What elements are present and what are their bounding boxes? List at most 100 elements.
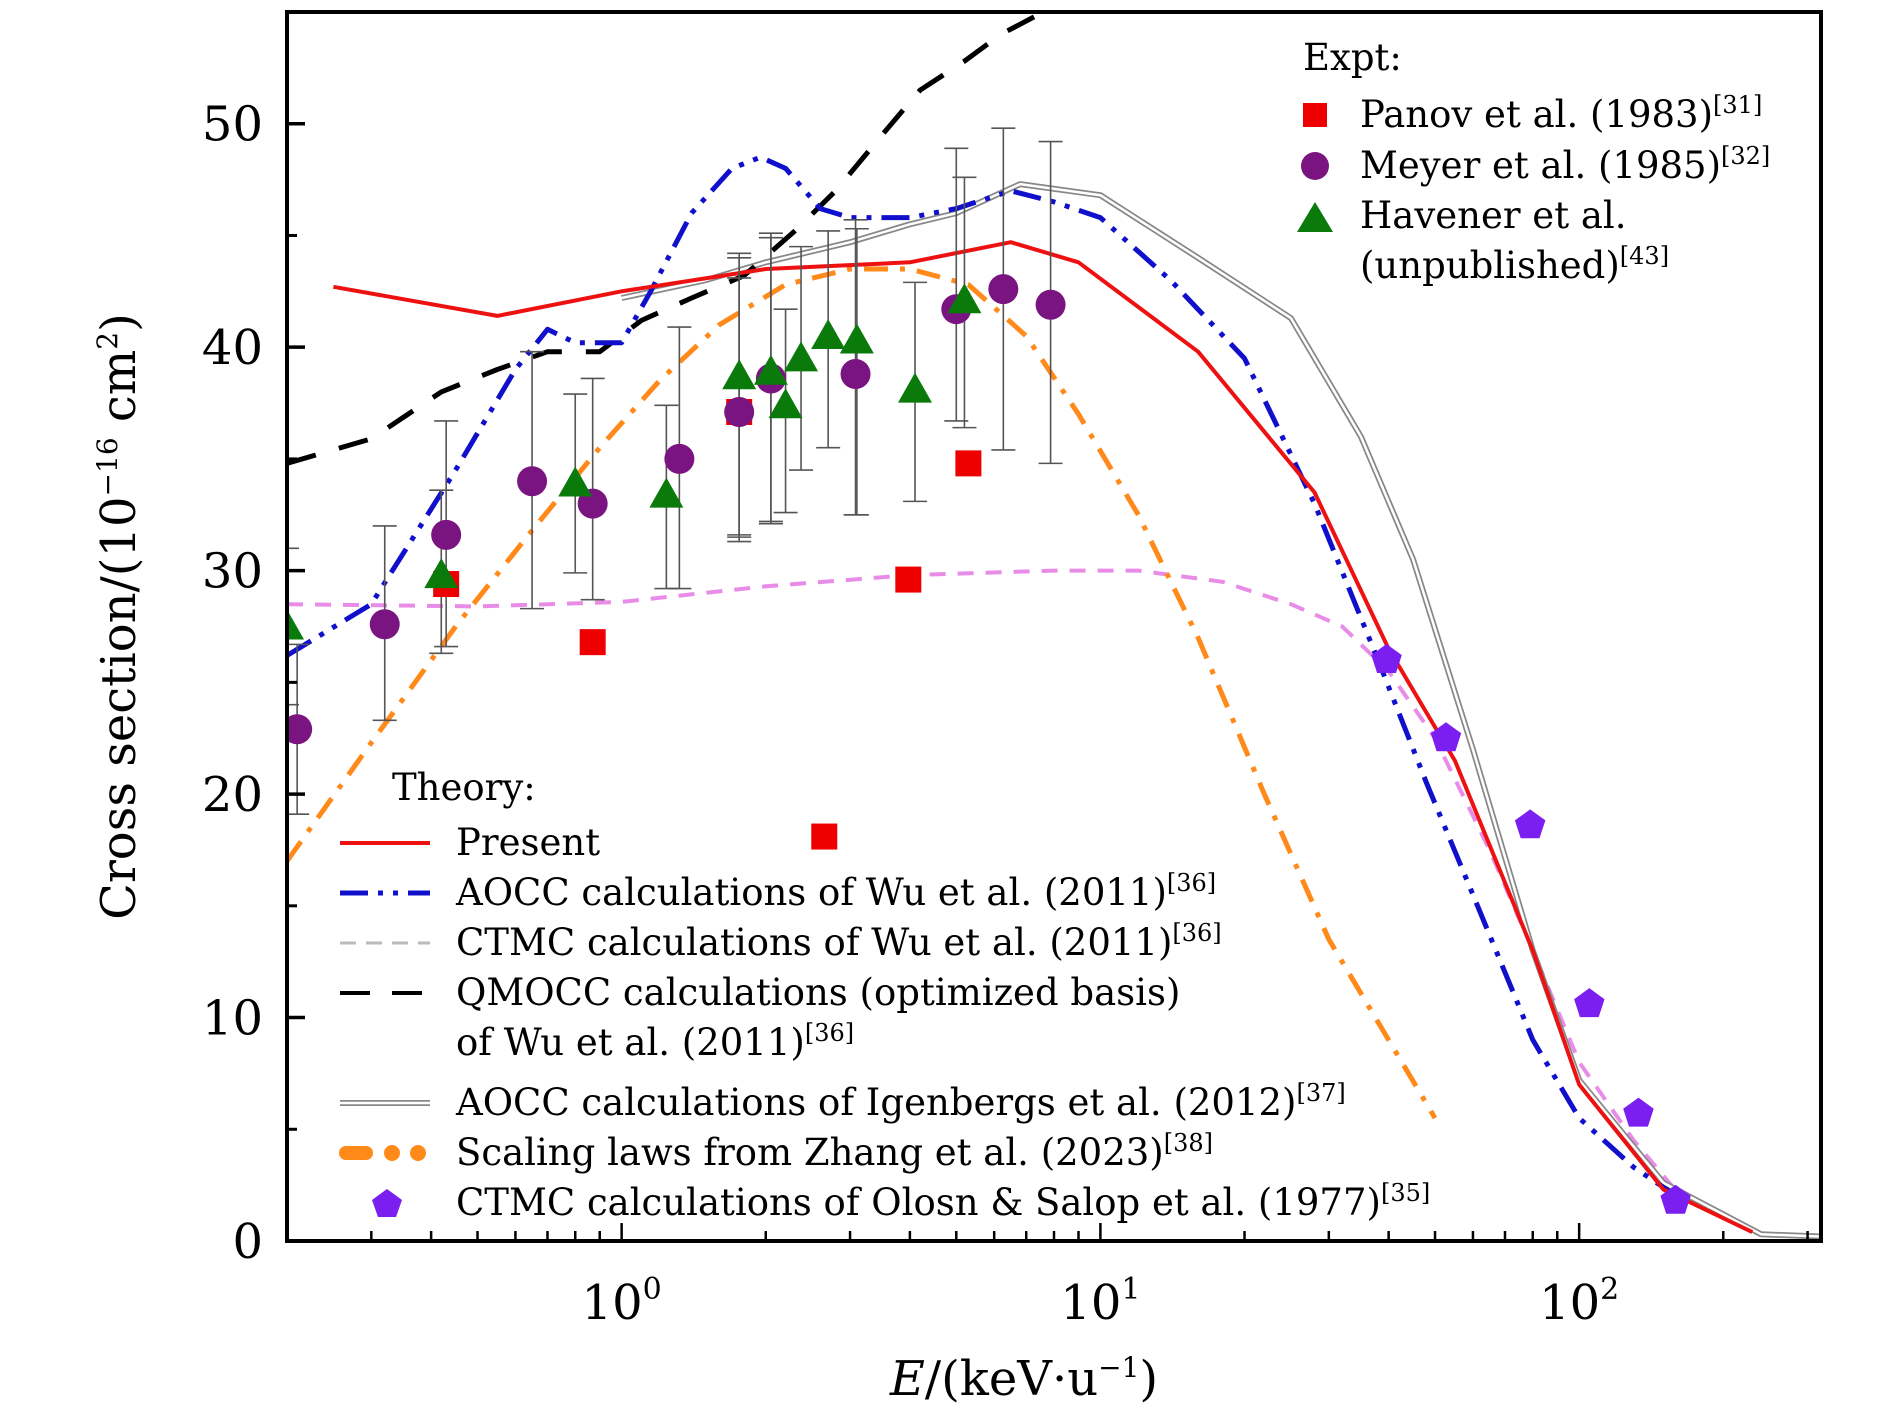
- data-point-meyer: [664, 443, 695, 474]
- x-axis-title-exp: −1: [1098, 1351, 1139, 1384]
- data-point-havener: [947, 283, 982, 314]
- data-point-havener: [811, 319, 846, 350]
- y-axis-title: Cross section/(10−16 cm2): [91, 313, 147, 920]
- data-point-havener: [558, 466, 593, 497]
- y-tick-label: 40: [202, 320, 263, 376]
- data-point-ctmc_olson: [1430, 722, 1462, 752]
- legend-label: CTMC calculations of Wu et al. (2011)[36…: [456, 919, 1222, 964]
- legend-label-text: QMOCC calculations (optimized basis): [456, 971, 1180, 1014]
- data-point-meyer: [431, 519, 462, 550]
- y-axis-title-unit: cm: [91, 350, 147, 438]
- legend-ref: [36]: [1172, 919, 1221, 947]
- legend-label: Panov et al. (1983)[31]: [1360, 91, 1762, 136]
- x-tick-exp: 2: [1600, 1272, 1619, 1307]
- legend-label-text: Scaling laws from Zhang et al. (2023): [456, 1131, 1164, 1174]
- data-point-meyer: [287, 714, 313, 745]
- x-tick-base: 10: [1539, 1275, 1600, 1331]
- dot-icon: [384, 1145, 400, 1161]
- data-point-havener: [839, 323, 874, 354]
- data-point-meyer: [988, 274, 1019, 305]
- legend-label-text-2: (unpublished): [1360, 244, 1620, 287]
- legend-theory-title: Theory:: [392, 766, 536, 809]
- data-point-havener: [287, 609, 304, 640]
- legend-entry-present: Present: [340, 821, 600, 864]
- x-tick-base: 10: [582, 1275, 643, 1331]
- x-tick-label: 100: [582, 1272, 662, 1331]
- legend-ref: [43]: [1620, 242, 1669, 270]
- legend-ref: [32]: [1721, 142, 1770, 170]
- y-axis-title-exp: −16: [91, 437, 124, 496]
- legend-label-text-2: of Wu et al. (2011): [456, 1021, 805, 1064]
- data-point-havener: [722, 359, 757, 390]
- circle-marker-icon: [1301, 152, 1329, 180]
- data-point-havener: [424, 558, 459, 589]
- data-point-panov: [579, 629, 606, 656]
- data-point-ctmc_olson: [1574, 988, 1605, 1018]
- y-axis-title-main: Cross section/(10: [91, 496, 147, 919]
- legend-entry-meyer: Meyer et al. (1985)[32]: [1301, 142, 1770, 187]
- legend-label: (unpublished)[43]: [1360, 242, 1669, 287]
- legend-label-text: CTMC calculations of Wu et al. (2011): [456, 921, 1172, 964]
- data-point-havener: [753, 354, 788, 385]
- data-point-meyer: [369, 609, 400, 640]
- data-point-meyer: [724, 396, 755, 427]
- legend-label: Scaling laws from Zhang et al. (2023)[38…: [456, 1129, 1213, 1174]
- data-point-meyer: [840, 358, 871, 389]
- x-tick-base: 10: [1060, 1275, 1121, 1331]
- legend-label-text: AOCC calculations of Wu et al. (2011): [455, 871, 1167, 914]
- legend-ref: [36]: [1167, 869, 1216, 897]
- legend-label: AOCC calculations of Igenbergs et al. (2…: [455, 1079, 1346, 1124]
- data-point-ctmc_olson: [1371, 644, 1402, 673]
- legend-expt-title: Expt:: [1303, 36, 1402, 79]
- data-point-meyer: [1035, 289, 1066, 320]
- legend-entry-panov: Panov et al. (1983)[31]: [1303, 91, 1762, 136]
- square-marker-icon: [1303, 103, 1327, 127]
- legend-label-text: AOCC calculations of Igenbergs et al. (2…: [455, 1081, 1297, 1124]
- y-tick-label: 20: [202, 767, 263, 823]
- legend-entry-havener: Havener et al. (unpublished)[43]: [1297, 194, 1669, 287]
- error-bars: [287, 127, 1063, 816]
- x-axis-title-close: ): [1139, 1351, 1158, 1407]
- data-points: [287, 274, 1691, 1214]
- legend-entry-scaling-zhang: Scaling laws from Zhang et al. (2023)[38…: [339, 1129, 1213, 1174]
- legend-ref: [35]: [1381, 1179, 1430, 1207]
- x-axis-title: E/(keV·u−1): [889, 1351, 1158, 1407]
- data-point-havener: [649, 477, 684, 508]
- legend-entry-ctmc-olson: CTMC calculations of Olosn & Salop et al…: [372, 1179, 1430, 1224]
- data-point-ctmc_olson: [1660, 1184, 1691, 1214]
- curve-aocc_wu: [287, 154, 1679, 1199]
- legend-entry-ctmc-wu: CTMC calculations of Wu et al. (2011)[36…: [340, 919, 1222, 964]
- pentagon-marker-icon: [372, 1189, 402, 1217]
- x-tick-label: 101: [1060, 1272, 1140, 1331]
- y-tick-label: 50: [202, 97, 263, 153]
- y-axis-title-unit-exp: 2: [91, 332, 124, 350]
- x-tick-label: 102: [1539, 1272, 1619, 1331]
- dot-icon: [410, 1145, 426, 1161]
- data-point-ctmc_olson: [1623, 1097, 1654, 1127]
- triangle-marker-icon: [1297, 202, 1333, 232]
- data-point-panov: [895, 566, 922, 593]
- legend-label: of Wu et al. (2011)[36]: [456, 1019, 854, 1064]
- y-axis-title-close: ): [91, 313, 147, 332]
- x-tick-exp: 0: [643, 1272, 662, 1307]
- legend-ref: [38]: [1164, 1129, 1213, 1157]
- legend-entry-aocc-igenbergs: AOCC calculations of Igenbergs et al. (2…: [340, 1079, 1346, 1124]
- y-tick-label: 0: [232, 1214, 263, 1270]
- data-point-havener: [768, 388, 803, 419]
- legend-label-text: Panov et al. (1983): [1360, 93, 1713, 136]
- legend-entry-aocc-wu: AOCC calculations of Wu et al. (2011)[36…: [340, 869, 1216, 914]
- data-point-panov: [955, 450, 982, 477]
- legend-theory: Theory: Present AOCC calculations of Wu …: [339, 766, 1430, 1224]
- data-point-ctmc_olson: [1514, 809, 1546, 839]
- legend-label: Meyer et al. (1985)[32]: [1360, 142, 1770, 187]
- y-tick-label: 10: [202, 991, 263, 1047]
- data-point-meyer: [517, 466, 548, 497]
- data-point-panov: [811, 823, 838, 850]
- legend-entry-qmocc-wu: QMOCC calculations (optimized basis) of …: [340, 971, 1180, 1064]
- x-axis-title-unit: /(keV·u: [925, 1351, 1098, 1407]
- data-point-havener: [898, 372, 933, 403]
- legend-ref: [37]: [1297, 1079, 1346, 1107]
- legend-label: CTMC calculations of Olosn & Salop et al…: [456, 1179, 1430, 1224]
